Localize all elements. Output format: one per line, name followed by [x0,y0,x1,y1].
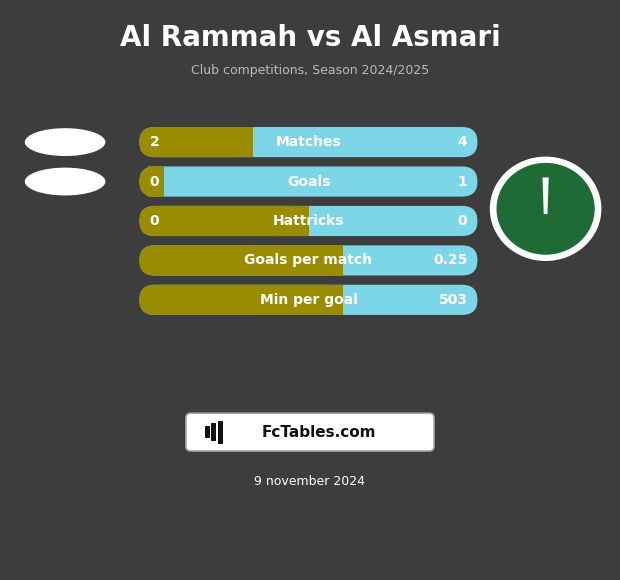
Polygon shape [542,177,549,214]
FancyBboxPatch shape [140,206,309,236]
FancyBboxPatch shape [140,127,252,157]
FancyBboxPatch shape [140,166,163,197]
FancyBboxPatch shape [140,285,477,315]
FancyBboxPatch shape [140,166,477,197]
Text: Min per goal: Min per goal [260,293,357,307]
FancyBboxPatch shape [140,245,342,276]
FancyBboxPatch shape [140,285,342,315]
Text: 0: 0 [458,214,467,228]
FancyBboxPatch shape [140,245,477,276]
Text: Goals per match: Goals per match [244,253,373,267]
Text: Goals: Goals [287,175,330,188]
Text: 9 november 2024: 9 november 2024 [254,475,366,488]
Text: Matches: Matches [275,135,342,149]
Text: 503: 503 [438,293,467,307]
Bar [293,206,309,236]
Ellipse shape [25,128,105,156]
Text: 4: 4 [458,135,467,149]
Bar [148,166,164,197]
Bar [211,423,216,441]
Bar [205,426,210,438]
Text: 0.25: 0.25 [433,253,467,267]
Bar [218,420,223,444]
Text: 0: 0 [149,175,159,188]
Text: FcTables.com: FcTables.com [262,425,376,440]
Ellipse shape [25,168,105,195]
Text: 0: 0 [149,214,159,228]
Bar [327,285,343,315]
FancyBboxPatch shape [140,127,477,157]
Text: 2: 2 [149,135,159,149]
Bar [236,127,252,157]
Ellipse shape [490,157,601,261]
Text: Hattricks: Hattricks [273,214,344,228]
Text: 1: 1 [458,175,467,188]
Text: Al Rammah vs Al Asmari: Al Rammah vs Al Asmari [120,24,500,52]
Circle shape [497,163,595,255]
FancyBboxPatch shape [186,413,434,451]
Bar [327,245,343,276]
Text: Club competitions, Season 2024/2025: Club competitions, Season 2024/2025 [191,64,429,77]
FancyBboxPatch shape [140,206,477,236]
